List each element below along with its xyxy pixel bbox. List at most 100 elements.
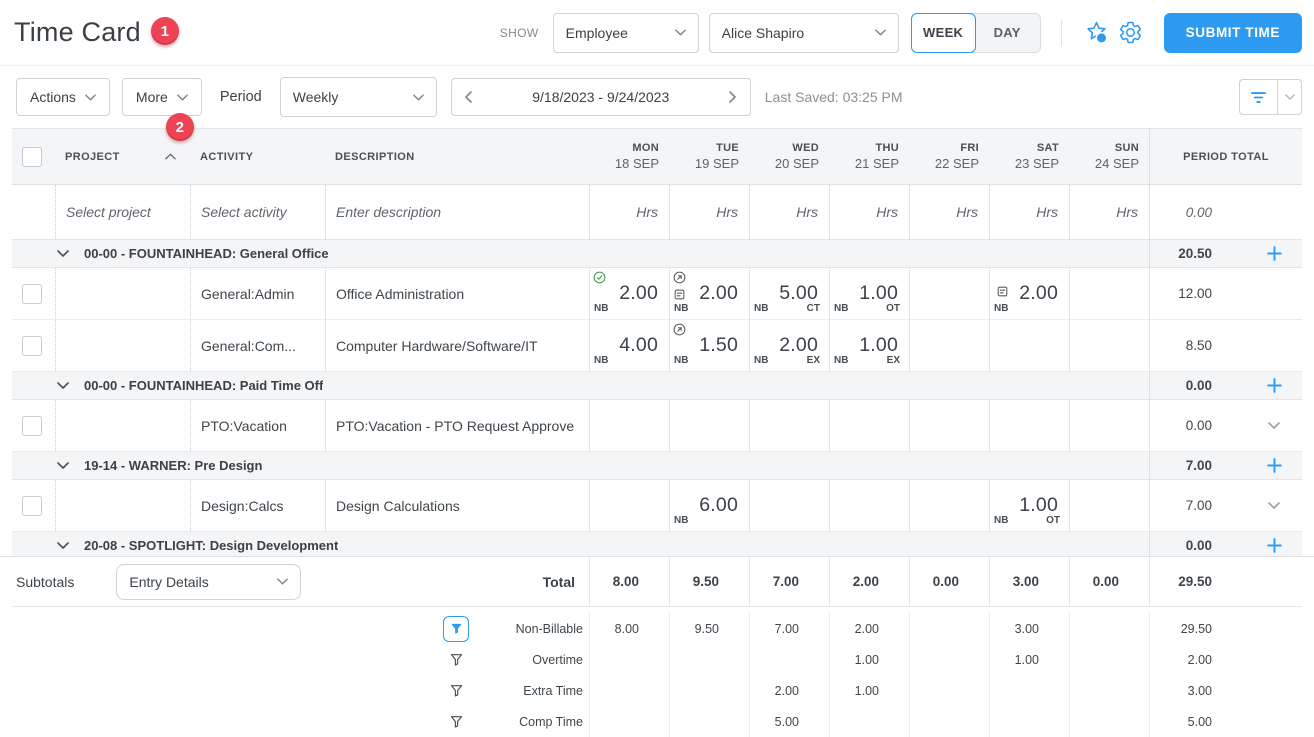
description-input[interactable]: Enter description (325, 185, 589, 239)
hours-input[interactable]: Hrs (749, 185, 829, 239)
time-cell-wed[interactable]: 2.00 NB EX (749, 320, 829, 371)
actions-menu-button[interactable]: Actions (16, 78, 110, 116)
time-cell-sun[interactable] (1069, 480, 1149, 531)
time-cell-mon[interactable]: 2.00 NB (589, 268, 669, 319)
time-cell-wed[interactable]: 5.00 NB CT (749, 268, 829, 319)
filter-funnel-icon[interactable] (443, 709, 469, 735)
breakdown-day-value (909, 675, 989, 706)
time-cell-thu[interactable] (829, 480, 909, 531)
time-cell-mon[interactable] (589, 480, 669, 531)
hours-input[interactable]: Hrs (669, 185, 749, 239)
time-cell-fri[interactable] (909, 480, 989, 531)
time-cell-thu[interactable]: 1.00 NB EX (829, 320, 909, 371)
time-cell-mon[interactable] (589, 400, 669, 451)
breakdown-day-value (989, 675, 1069, 706)
more-menu-button[interactable]: More 2 (122, 78, 202, 116)
select-all-checkbox[interactable] (22, 147, 42, 167)
activity-cell[interactable]: General:Admin (190, 268, 325, 319)
week-toggle-button[interactable]: WEEK (911, 13, 976, 53)
date-range-value[interactable]: 9/18/2023 - 9/24/2023 (486, 89, 716, 105)
day-column-header: SUN24 SEP (1069, 142, 1149, 171)
row-checkbox[interactable] (22, 416, 42, 436)
breakdown-day-value: 8.00 (589, 613, 669, 644)
activity-cell[interactable]: General:Com... (190, 320, 325, 371)
description-cell[interactable]: PTO:Vacation - PTO Request Approve (325, 400, 589, 451)
filter-funnel-icon[interactable] (443, 678, 469, 704)
add-entry-button[interactable] (1264, 535, 1285, 556)
time-cell-thu[interactable]: 1.00 NB OT (829, 268, 909, 319)
collapse-group-chevron[interactable] (57, 462, 69, 469)
description-column-header[interactable]: DESCRIPTION (335, 151, 415, 163)
time-cell-tue[interactable]: 6.00 NB (669, 480, 749, 531)
period-select[interactable]: Weekly (280, 77, 437, 117)
collapse-group-chevron[interactable] (57, 542, 69, 549)
description-cell[interactable]: Computer Hardware/Software/IT (325, 320, 589, 371)
row-checkbox[interactable] (22, 496, 42, 516)
time-cell-sat[interactable] (989, 320, 1069, 371)
submit-time-button[interactable]: SUBMIT TIME (1164, 13, 1302, 53)
time-cell-tue[interactable] (669, 400, 749, 451)
hours-input[interactable]: Hrs (909, 185, 989, 239)
sort-ascending-icon[interactable] (165, 153, 176, 160)
add-entry-button[interactable] (1264, 375, 1285, 396)
breakdown-day-value (1069, 706, 1149, 737)
time-cell-sun[interactable] (1069, 400, 1149, 451)
row-expand-chevron[interactable] (1266, 420, 1282, 431)
time-cell-wed[interactable] (749, 480, 829, 531)
more-label: More (136, 89, 168, 105)
show-select[interactable]: Employee (553, 13, 699, 53)
filter-options-chevron[interactable] (1277, 79, 1302, 115)
subtotals-view-select[interactable]: Entry Details (116, 564, 301, 600)
time-cell-sun[interactable] (1069, 268, 1149, 319)
time-cell-fri[interactable] (909, 320, 989, 371)
filter-lines-icon[interactable] (1239, 79, 1277, 115)
time-cell-sun[interactable] (1069, 320, 1149, 371)
whats-new-star-icon[interactable] (1080, 16, 1114, 50)
description-cell[interactable]: Design Calculations (325, 480, 589, 531)
time-cell-fri[interactable] (909, 400, 989, 451)
hours-input[interactable]: Hrs (1069, 185, 1149, 239)
time-cell-tue[interactable]: 1.50 NB (669, 320, 749, 371)
filter-funnel-icon[interactable] (443, 647, 469, 673)
project-column-header[interactable]: PROJECT (65, 151, 120, 163)
time-cell-wed[interactable] (749, 400, 829, 451)
employee-select[interactable]: Alice Shapiro (709, 13, 899, 53)
day-toggle-button[interactable]: DAY (975, 13, 1040, 53)
filter-split-button (1239, 79, 1302, 115)
chevron-down-icon (413, 94, 424, 101)
nonbillable-tag: NB (674, 303, 688, 314)
time-cell-tue[interactable]: 2.00 NB (669, 268, 749, 319)
hours-input[interactable]: Hrs (989, 185, 1069, 239)
project-picker[interactable]: Select project (55, 185, 190, 239)
time-cell-sat[interactable]: 1.00 NB OT (989, 480, 1069, 531)
breakdown-day-value (1069, 644, 1149, 675)
collapse-group-chevron[interactable] (57, 382, 69, 389)
row-checkbox[interactable] (22, 284, 42, 304)
activity-cell[interactable]: PTO:Vacation (190, 400, 325, 451)
nonbillable-tag: NB (674, 515, 688, 526)
activity-column-header[interactable]: ACTIVITY (200, 151, 253, 163)
row-checkbox[interactable] (22, 336, 42, 356)
next-period-button[interactable] (716, 79, 750, 115)
activity-picker[interactable]: Select activity (190, 185, 325, 239)
breakdown-row-comptime: Comp Time 5.00 5.00 (12, 706, 1302, 737)
hours-input[interactable]: Hrs (589, 185, 669, 239)
activity-cell[interactable]: Design:Calcs (190, 480, 325, 531)
add-entry-button[interactable] (1264, 455, 1285, 476)
previous-period-button[interactable] (452, 79, 486, 115)
time-cell-mon[interactable]: 4.00 NB (589, 320, 669, 371)
time-cell-sat[interactable]: 2.00 NB (989, 268, 1069, 319)
time-card-page: Time Card 1 SHOW Employee Alice Shapiro … (0, 0, 1314, 737)
collapse-group-chevron[interactable] (57, 250, 69, 257)
hours-input[interactable]: Hrs (829, 185, 909, 239)
filter-funnel-active-icon[interactable] (443, 616, 469, 642)
description-cell[interactable]: Office Administration (325, 268, 589, 319)
day-column-header: MON18 SEP (589, 142, 669, 171)
settings-gear-icon[interactable] (1114, 16, 1148, 50)
time-cell-fri[interactable] (909, 268, 989, 319)
add-entry-button[interactable] (1264, 243, 1285, 264)
time-cell-thu[interactable] (829, 400, 909, 451)
time-cell-sat[interactable] (989, 400, 1069, 451)
breakdown-day-value: 2.00 (829, 613, 909, 644)
row-expand-chevron[interactable] (1266, 500, 1282, 511)
